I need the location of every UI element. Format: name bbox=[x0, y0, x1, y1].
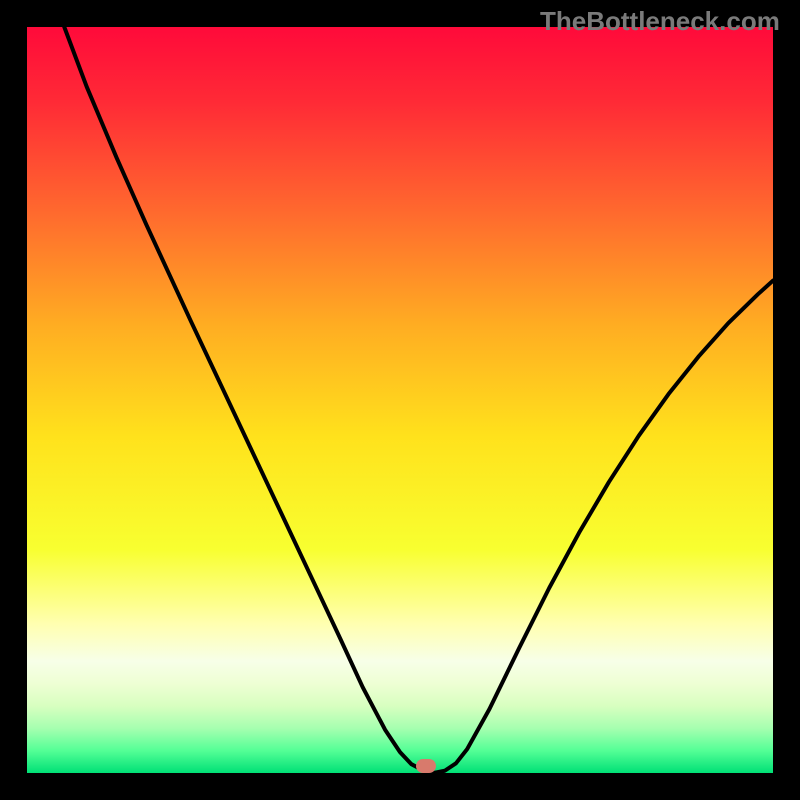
chart-canvas: TheBottleneck.com bbox=[0, 0, 800, 800]
plot-area bbox=[27, 27, 773, 773]
minimum-point-marker bbox=[416, 759, 436, 773]
bottleneck-curve bbox=[27, 27, 773, 773]
watermark-text: TheBottleneck.com bbox=[540, 6, 780, 37]
